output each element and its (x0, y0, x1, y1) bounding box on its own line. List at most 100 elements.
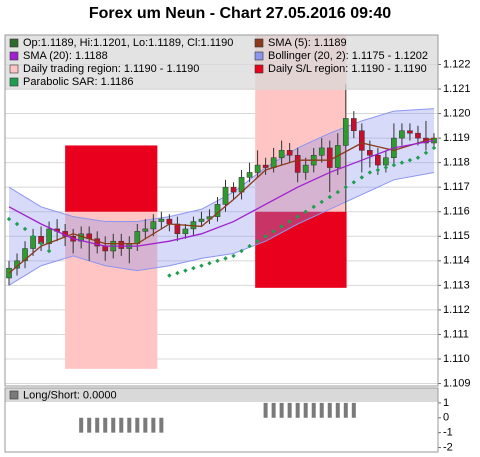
sar-point (407, 157, 413, 163)
sar-point (287, 219, 292, 224)
sar-point (303, 209, 308, 214)
bollinger-lower (8, 171, 435, 286)
legend-label: Op:1.1189, Hi:1.1201, Lo:1.1189, Cl:1.11… (23, 37, 233, 49)
sar-point (351, 180, 357, 185)
sar-point (247, 243, 252, 249)
sar-point (431, 145, 437, 151)
y-tick-label: 1.109 (443, 377, 471, 389)
sar-point (279, 224, 284, 229)
plot-area (79, 402, 356, 433)
sar-point (255, 238, 260, 244)
candle-body (150, 221, 157, 230)
y-tick-label: -1 (443, 427, 453, 439)
indicator-line (8, 139, 435, 247)
y-tick-label: 1.114 (443, 255, 470, 267)
y-tick-label: 0 (443, 412, 449, 424)
bar (351, 402, 356, 418)
candle-body (254, 164, 261, 173)
candle-body (326, 147, 333, 168)
bar (311, 402, 316, 418)
sar-point (22, 226, 28, 232)
legend-label: SMA (5): 1.1189 (268, 37, 347, 49)
legend-swatch (9, 64, 19, 74)
sar-point (30, 234, 36, 239)
bar (279, 402, 284, 418)
sar-point (343, 184, 348, 190)
candle-body (383, 157, 389, 166)
legend-label: Daily trading region: 1.1190 - 1.1190 (23, 63, 199, 75)
sar-point (207, 261, 212, 266)
bar (135, 417, 140, 433)
y-tick-label: 1.121 (443, 83, 471, 95)
candle-body (142, 228, 149, 232)
candle-body (342, 118, 349, 146)
legend-label: Parabolic SAR: 1.1186 (23, 76, 133, 88)
candle-body (367, 150, 373, 156)
bar (263, 402, 268, 418)
y-tick-label: 1.117 (443, 181, 470, 193)
y-tick-label: 1.119 (443, 132, 470, 144)
y-tick-label: 1 (443, 397, 449, 409)
candle-body (318, 147, 325, 156)
sar-point (38, 241, 44, 246)
sar-point (223, 256, 228, 261)
bar (287, 402, 292, 418)
candle-body (302, 164, 309, 173)
sar-point (263, 234, 268, 239)
legend-swatch (9, 390, 19, 400)
legend-label: Bollinger (20, 2): 1.1175 - 1.1202 (268, 50, 428, 62)
bar (103, 417, 108, 433)
candle-body (286, 150, 293, 156)
candle-body (246, 172, 253, 178)
legend-swatch (254, 38, 264, 48)
sar-point (167, 273, 172, 278)
bar (151, 417, 156, 433)
legend-swatch (9, 51, 19, 61)
legend-swatch (9, 38, 19, 48)
region (255, 211, 347, 288)
bar (271, 402, 276, 418)
y-tick-label: 1.115 (443, 230, 470, 242)
bar (87, 417, 92, 433)
sar-point (14, 221, 20, 227)
candle-body (174, 223, 181, 235)
sar-point (46, 248, 52, 254)
sar-point (183, 268, 188, 273)
region (65, 145, 158, 212)
sar-point (423, 150, 429, 156)
candle-body (46, 228, 52, 244)
y-tick-label: 1.116 (443, 206, 470, 218)
bar (127, 417, 132, 433)
legend-swatch (9, 77, 19, 87)
sar-point (231, 253, 236, 259)
y-tick-label: 1.120 (443, 107, 471, 119)
chart-title: Forex um Neun - Chart 27.05.2016 09:40 (89, 5, 391, 22)
candle-body (22, 248, 28, 262)
candle-body (198, 218, 205, 222)
sar-point (383, 165, 389, 170)
plot-border (4, 387, 439, 453)
bar (295, 402, 300, 418)
candle-body (230, 186, 237, 193)
legend-label: Daily S/L region: 1.1190 - 1.1190 (268, 63, 427, 75)
sar-point (175, 270, 180, 276)
sar-point (319, 199, 324, 205)
legend-background (5, 388, 438, 402)
sar-point (359, 175, 365, 180)
bar (303, 402, 308, 418)
bar (159, 417, 164, 433)
sar-point (327, 194, 332, 200)
bar (119, 417, 124, 433)
candle-body (222, 186, 229, 205)
sar-point (375, 167, 381, 173)
sar-point (215, 258, 220, 264)
candle-body (399, 130, 405, 139)
plot-area (6, 35, 437, 369)
bar (111, 417, 116, 433)
candle-body (278, 150, 285, 158)
y-tick-label: 1.122 (443, 58, 471, 70)
bar (335, 402, 340, 418)
y-tick-label: 1.118 (443, 157, 470, 169)
